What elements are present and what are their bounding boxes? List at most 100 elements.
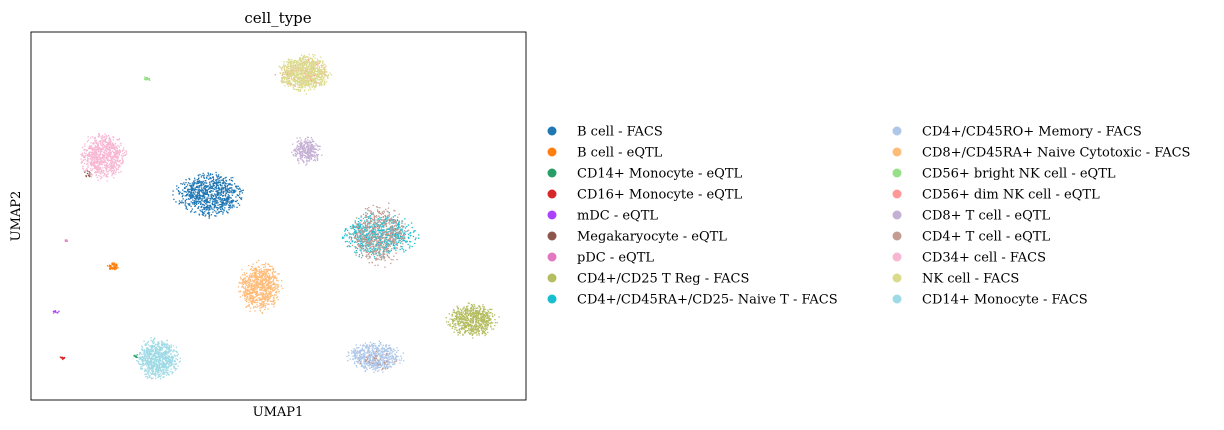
data-point (316, 159, 319, 161)
data-point (136, 356, 138, 359)
data-point (460, 313, 462, 315)
data-point (373, 366, 375, 368)
data-point (266, 279, 268, 281)
data-point (366, 356, 368, 359)
data-point (389, 238, 391, 240)
data-point (209, 177, 212, 179)
data-point (396, 224, 399, 226)
data-point (375, 369, 377, 372)
data-point (381, 346, 384, 348)
data-point (194, 187, 196, 189)
data-point (451, 315, 453, 317)
data-point (373, 230, 375, 233)
data-point (192, 186, 194, 188)
data-point (193, 180, 195, 182)
data-point (308, 144, 310, 146)
data-point (300, 148, 302, 150)
data-point (368, 240, 370, 242)
data-point (267, 275, 269, 278)
data-point (402, 352, 404, 354)
data-point (372, 350, 374, 352)
data-point (458, 320, 460, 322)
data-point (380, 365, 383, 367)
data-point (398, 230, 400, 233)
data-point (380, 256, 383, 258)
data-point (268, 275, 271, 277)
data-point (470, 324, 472, 327)
data-point (269, 281, 271, 283)
data-point (363, 355, 365, 357)
data-point (475, 316, 477, 318)
data-point (263, 290, 265, 292)
data-point (380, 365, 382, 367)
data-point (185, 205, 187, 207)
data-point (202, 212, 204, 214)
data-point (366, 255, 368, 257)
data-point (394, 363, 396, 365)
data-point (478, 313, 480, 315)
data-point (263, 272, 265, 274)
data-point (252, 299, 254, 301)
series-6-points (64, 239, 68, 242)
data-point (267, 303, 269, 305)
data-point (402, 231, 404, 233)
data-point (218, 210, 220, 213)
data-point (395, 243, 397, 246)
data-point (64, 239, 67, 241)
data-point (251, 292, 253, 294)
data-point (371, 219, 374, 221)
data-point (266, 298, 268, 300)
data-point (378, 364, 380, 366)
data-point (404, 223, 406, 225)
data-point (257, 282, 259, 284)
data-point (356, 241, 359, 243)
data-point (227, 189, 229, 191)
data-point (387, 217, 389, 219)
data-point (472, 319, 474, 321)
data-point (246, 291, 248, 293)
data-point (216, 180, 218, 182)
data-point (241, 286, 243, 288)
data-point (378, 252, 381, 254)
data-point (465, 312, 467, 314)
data-point (472, 325, 474, 327)
data-point (374, 227, 376, 229)
data-point (363, 366, 365, 368)
data-point (273, 303, 275, 305)
data-point (114, 268, 116, 271)
data-point (377, 353, 380, 356)
data-point (374, 222, 377, 224)
data-point (200, 184, 202, 186)
data-point (379, 221, 382, 223)
data-point (248, 297, 250, 300)
data-point (265, 274, 267, 276)
data-point (213, 181, 215, 183)
data-point (484, 332, 486, 335)
data-point (371, 245, 373, 247)
data-point (267, 270, 269, 272)
data-point (258, 266, 260, 268)
data-point (311, 145, 313, 147)
data-point (304, 80, 307, 82)
data-point (376, 224, 378, 226)
data-point (401, 225, 403, 227)
data-point (252, 290, 254, 292)
data-point (370, 222, 372, 224)
data-point (397, 232, 399, 234)
data-point (364, 214, 367, 217)
data-point (383, 232, 385, 234)
data-point (265, 298, 267, 300)
data-point (252, 288, 254, 290)
data-point (197, 198, 199, 200)
data-point (476, 334, 478, 336)
data-point (485, 312, 487, 314)
data-point (200, 206, 202, 209)
data-point (410, 222, 413, 224)
data-point (264, 275, 266, 278)
data-point (378, 225, 380, 227)
data-point (399, 226, 401, 228)
data-point (453, 331, 455, 333)
data-point (365, 363, 367, 365)
series-5-points (84, 170, 92, 178)
data-point (264, 279, 266, 281)
